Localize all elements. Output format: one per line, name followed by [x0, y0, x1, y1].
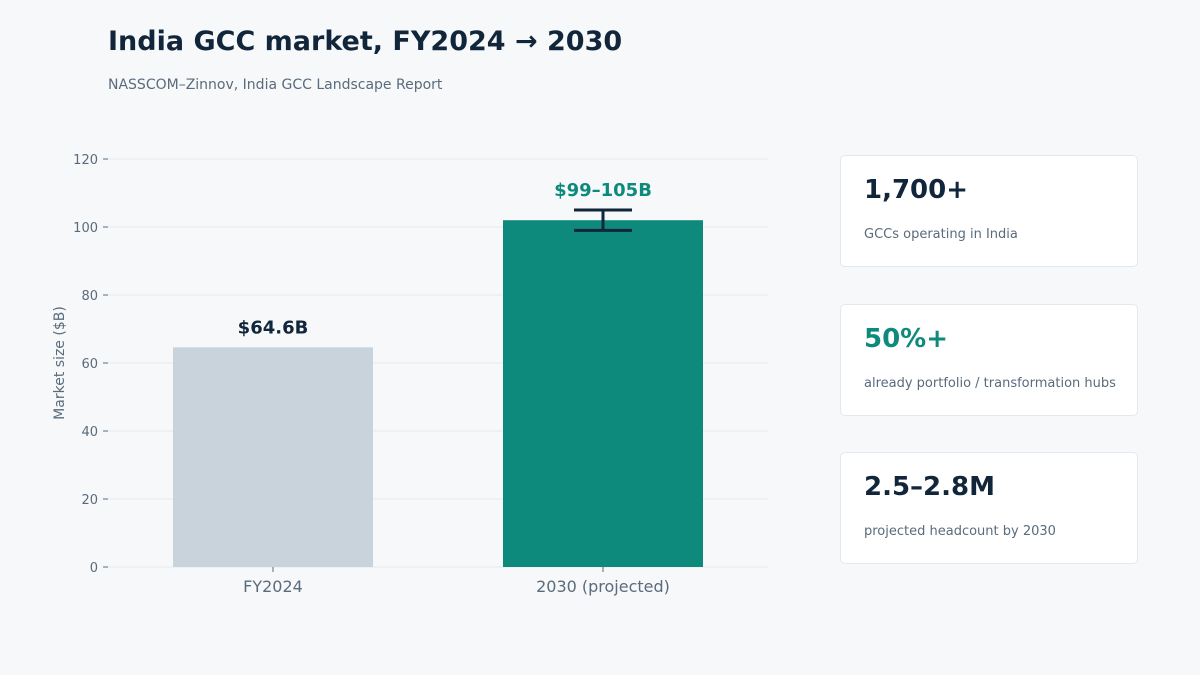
- stat-card-gcc-count: 1,700+ GCCs operating in India: [840, 155, 1138, 267]
- x-tick-label: 2030 (projected): [536, 577, 670, 596]
- y-tick-label: 80: [81, 289, 98, 304]
- y-tick-label: 20: [81, 493, 98, 508]
- y-tick-label: 40: [81, 425, 98, 440]
- y-tick-label: 120: [73, 153, 98, 168]
- y-tick-label: 60: [81, 357, 98, 372]
- page-subtitle: NASSCOM–Zinnov, India GCC Landscape Repo…: [108, 77, 443, 93]
- market-size-chart: 0 20 40 60 80 100 120 Market size ($B) FY2024 $64…: [52, 153, 768, 596]
- y-tick-label: 100: [73, 221, 98, 236]
- stat-label: projected headcount by 2030: [864, 524, 1056, 539]
- stat-value: 50%+: [864, 324, 949, 354]
- stat-label: GCCs operating in India: [864, 227, 1018, 242]
- stat-value: 2.5–2.8M: [864, 472, 995, 502]
- y-tick-label: 0: [90, 561, 98, 576]
- stat-card-headcount: 2.5–2.8M projected headcount by 2030: [840, 452, 1138, 564]
- bar: [173, 347, 373, 567]
- bar: [503, 220, 703, 567]
- stat-card-hub-share: 50%+ already portfolio / transformation …: [840, 304, 1138, 416]
- data-label: $64.6B: [238, 317, 309, 338]
- y-axis-label: Market size ($B): [52, 306, 68, 420]
- stat-label: already portfolio / transformation hubs: [864, 376, 1116, 391]
- x-tick-label: FY2024: [243, 577, 303, 596]
- stat-value: 1,700+: [864, 175, 969, 205]
- data-label: $99–105B: [554, 180, 652, 201]
- page-title: India GCC market, FY2024 → 2030: [108, 26, 623, 57]
